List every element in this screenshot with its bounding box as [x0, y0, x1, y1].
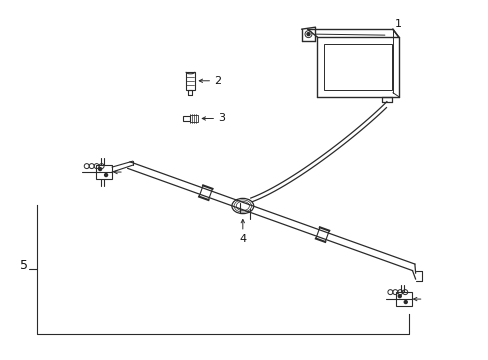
- Bar: [395, 292, 411, 306]
- Circle shape: [306, 33, 309, 36]
- Text: 1: 1: [394, 19, 401, 29]
- Text: 3: 3: [218, 113, 225, 123]
- Bar: [186, 72, 195, 90]
- Bar: [190, 115, 198, 122]
- Circle shape: [99, 168, 102, 171]
- Bar: [183, 116, 190, 121]
- Circle shape: [398, 294, 401, 298]
- Text: 4: 4: [239, 234, 246, 244]
- Bar: [324, 44, 391, 90]
- Text: 5: 5: [20, 259, 28, 272]
- Circle shape: [404, 301, 407, 303]
- Text: 2: 2: [214, 76, 221, 86]
- Circle shape: [104, 174, 107, 176]
- Bar: [96, 165, 112, 179]
